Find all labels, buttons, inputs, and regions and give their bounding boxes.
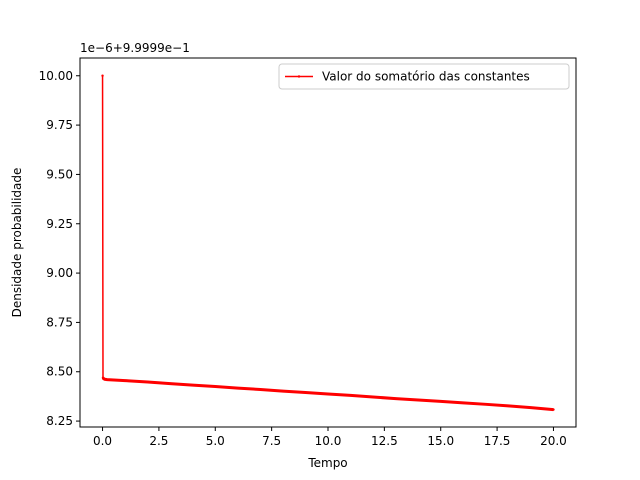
x-tick-label: 17.5	[484, 434, 511, 448]
x-tick-label: 0.0	[93, 434, 112, 448]
series-line-dense-markers	[101, 376, 554, 412]
legend-marker-sample	[297, 75, 301, 78]
x-tick-label: 5.0	[206, 434, 225, 448]
x-tick-label: 2.5	[149, 434, 168, 448]
x-tick-label: 20.0	[540, 434, 567, 448]
y-offset-label: 1e−6+9.9999e−1	[80, 41, 190, 55]
ticks: 0.0 2.5 5.0 7.5 10.0 12.5 15.0 17.5 20.0 8.25 8.50…	[39, 69, 567, 448]
y-tick-label: 8.50	[46, 365, 73, 379]
y-axis-label: Densidade probabilidade	[10, 168, 24, 318]
y-tick-label: 10.00	[39, 69, 73, 83]
x-tick-label: 12.5	[371, 434, 398, 448]
y-tick-label: 9.75	[46, 118, 73, 132]
y-tick-label: 9.00	[46, 266, 73, 280]
x-axis-label: Tempo	[307, 456, 347, 470]
x-tick-label: 7.5	[262, 434, 281, 448]
data-point	[101, 74, 104, 77]
plot-area	[101, 74, 555, 412]
y-tick-label: 8.25	[46, 414, 73, 428]
legend: Valor do somatório das constantes	[278, 63, 570, 90]
y-tick-label: 9.25	[46, 217, 73, 231]
legend-entry-label: Valor do somatório das constantes	[322, 70, 530, 84]
legend-box	[278, 63, 570, 90]
y-tick-label: 8.75	[46, 315, 73, 329]
y-tick-label: 9.50	[46, 167, 73, 181]
x-tick-label: 10.0	[315, 434, 342, 448]
x-tick-label: 15.0	[427, 434, 454, 448]
